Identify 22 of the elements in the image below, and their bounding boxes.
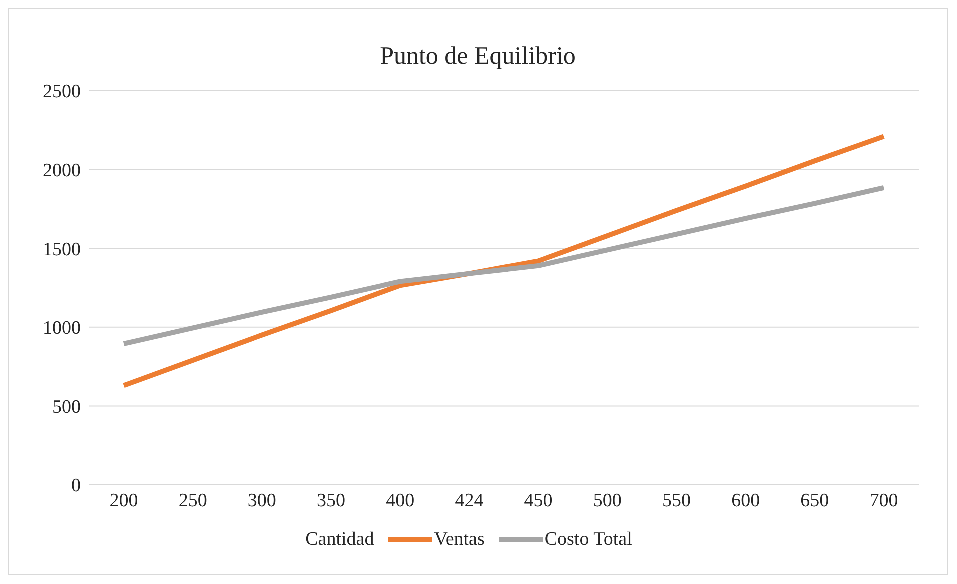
x-tick-label: 400 [386,490,415,512]
y-tick-label: 0 [72,476,81,497]
y-tick-label: 1500 [43,239,81,260]
x-tick-label: 300 [248,490,276,512]
x-tick-label: 250 [178,490,208,512]
chart-title: Punto de Equilibrio [379,43,577,71]
x-tick-label: 550 [662,490,691,512]
x-tick-label: 424 [455,490,484,512]
x-tick-label: 500 [593,490,622,512]
y-tick-label: 2000 [43,160,81,182]
x-tick-label: 600 [732,490,760,512]
legend-label: Ventas [434,529,485,551]
y-tick-label: 1000 [43,318,81,340]
x-tick-label: 450 [524,490,553,512]
legend-title: Cantidad [306,529,374,551]
y-tick-label: 2500 [43,82,81,103]
x-tick-label: 650 [800,490,830,512]
y-tick-label: 500 [52,396,81,418]
legend-label: Costo Total [544,529,632,551]
x-tick-label: 700 [870,490,898,512]
x-tick-label: 200 [110,490,138,512]
x-tick-label: 350 [317,490,346,512]
